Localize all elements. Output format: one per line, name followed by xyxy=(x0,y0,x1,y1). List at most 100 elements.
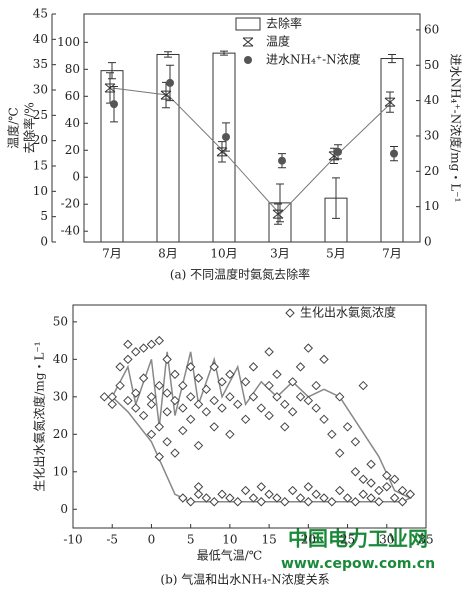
point xyxy=(248,493,259,503)
y2-tick-label: 30 xyxy=(424,128,439,142)
point xyxy=(138,410,149,421)
point xyxy=(240,485,251,496)
y2-tick-label: 50 xyxy=(424,58,439,72)
y-tick-label: 0 xyxy=(60,502,68,516)
legend-label: 生化出水氨氮浓度 xyxy=(300,305,396,320)
point xyxy=(193,440,204,451)
y2-axis-label: 进水NH₄⁺-N浓度/mg・L⁻¹ xyxy=(449,54,464,203)
x-tick-label: 35 xyxy=(418,533,433,547)
point xyxy=(358,489,368,499)
plot-frame xyxy=(72,304,427,529)
legend-label: 去除率 xyxy=(266,16,302,31)
point xyxy=(240,414,251,425)
point xyxy=(178,493,188,503)
point xyxy=(209,497,219,507)
point xyxy=(201,493,212,503)
error-bar xyxy=(164,51,172,58)
nh4-dot xyxy=(278,156,286,165)
point xyxy=(154,452,164,462)
y-tick-label: 20 xyxy=(65,143,80,157)
x-tick-label: 10月 xyxy=(210,247,237,261)
nh4-dot xyxy=(166,78,174,87)
marker-shape xyxy=(272,209,284,219)
point xyxy=(162,388,172,398)
plot-frame xyxy=(83,13,421,243)
point xyxy=(146,399,157,410)
point xyxy=(178,425,188,436)
point xyxy=(162,354,172,365)
legend-swatch xyxy=(285,308,295,318)
y-axis-label: 去除率/% xyxy=(22,102,37,153)
temp-marker xyxy=(384,97,396,107)
x-tick-label: 25 xyxy=(340,533,355,547)
point xyxy=(295,493,306,503)
legend-label: 进水NH₄⁺-N浓度 xyxy=(266,52,361,67)
point xyxy=(350,437,361,447)
point xyxy=(287,377,298,387)
marker-shape xyxy=(328,151,340,161)
x-tick-label: 15 xyxy=(261,533,276,547)
point xyxy=(138,343,149,353)
temp-tick-label: 40 xyxy=(33,32,48,46)
point xyxy=(225,429,235,440)
point xyxy=(162,407,172,417)
temp-tick-label: 45 xyxy=(33,7,48,21)
x-tick-label: 10 xyxy=(222,533,237,547)
point xyxy=(350,467,361,477)
temp-tick-label: 5 xyxy=(40,209,48,223)
point xyxy=(311,380,321,391)
point xyxy=(374,485,384,496)
point xyxy=(287,485,298,496)
temp-marker xyxy=(328,151,340,161)
x-tick-label: 8月 xyxy=(158,247,178,261)
point xyxy=(170,395,180,406)
point xyxy=(115,380,125,391)
point xyxy=(225,493,235,503)
point xyxy=(382,482,392,492)
point xyxy=(280,422,290,432)
point xyxy=(178,380,188,391)
point xyxy=(327,497,337,507)
point xyxy=(185,362,196,372)
nh4-dot xyxy=(222,133,230,142)
point xyxy=(366,493,376,503)
nh4-dot xyxy=(334,147,342,156)
y2-tick-label: 10 xyxy=(424,199,439,213)
point xyxy=(335,485,345,496)
point xyxy=(272,493,282,503)
point xyxy=(272,392,282,402)
point xyxy=(397,485,408,496)
caption-b: (b) 气温和出水NH₄-N浓度关系 xyxy=(160,572,329,587)
point xyxy=(193,399,204,410)
y-tick-label: 100 xyxy=(57,35,80,49)
y2-tick-label: 40 xyxy=(424,93,439,107)
caption-a: (a) 不同温度时氨氮去除率 xyxy=(170,267,310,282)
legend-label: 温度 xyxy=(266,34,290,49)
point xyxy=(185,392,196,402)
point xyxy=(146,429,157,440)
point xyxy=(131,388,141,398)
point xyxy=(193,482,204,492)
x-tick-label: 0 xyxy=(148,533,156,547)
point xyxy=(366,478,376,488)
point xyxy=(319,414,329,425)
y-tick-label: 60 xyxy=(65,89,80,103)
error-bar xyxy=(332,177,340,219)
point xyxy=(225,369,235,380)
point xyxy=(303,482,314,492)
error-bar xyxy=(220,50,228,56)
y-tick-label: 0 xyxy=(72,170,80,184)
marker-shape xyxy=(384,97,396,107)
x-tick-label: 5 xyxy=(187,533,195,547)
point xyxy=(115,362,125,372)
point xyxy=(162,437,172,447)
temp-line xyxy=(111,87,393,215)
point xyxy=(358,474,368,484)
point xyxy=(170,448,180,458)
point xyxy=(154,422,164,432)
point xyxy=(350,497,361,507)
point xyxy=(154,380,164,391)
y-axis-label: 生化出水氨氮浓度/mg・L⁻¹ xyxy=(32,341,47,491)
point xyxy=(327,429,337,440)
